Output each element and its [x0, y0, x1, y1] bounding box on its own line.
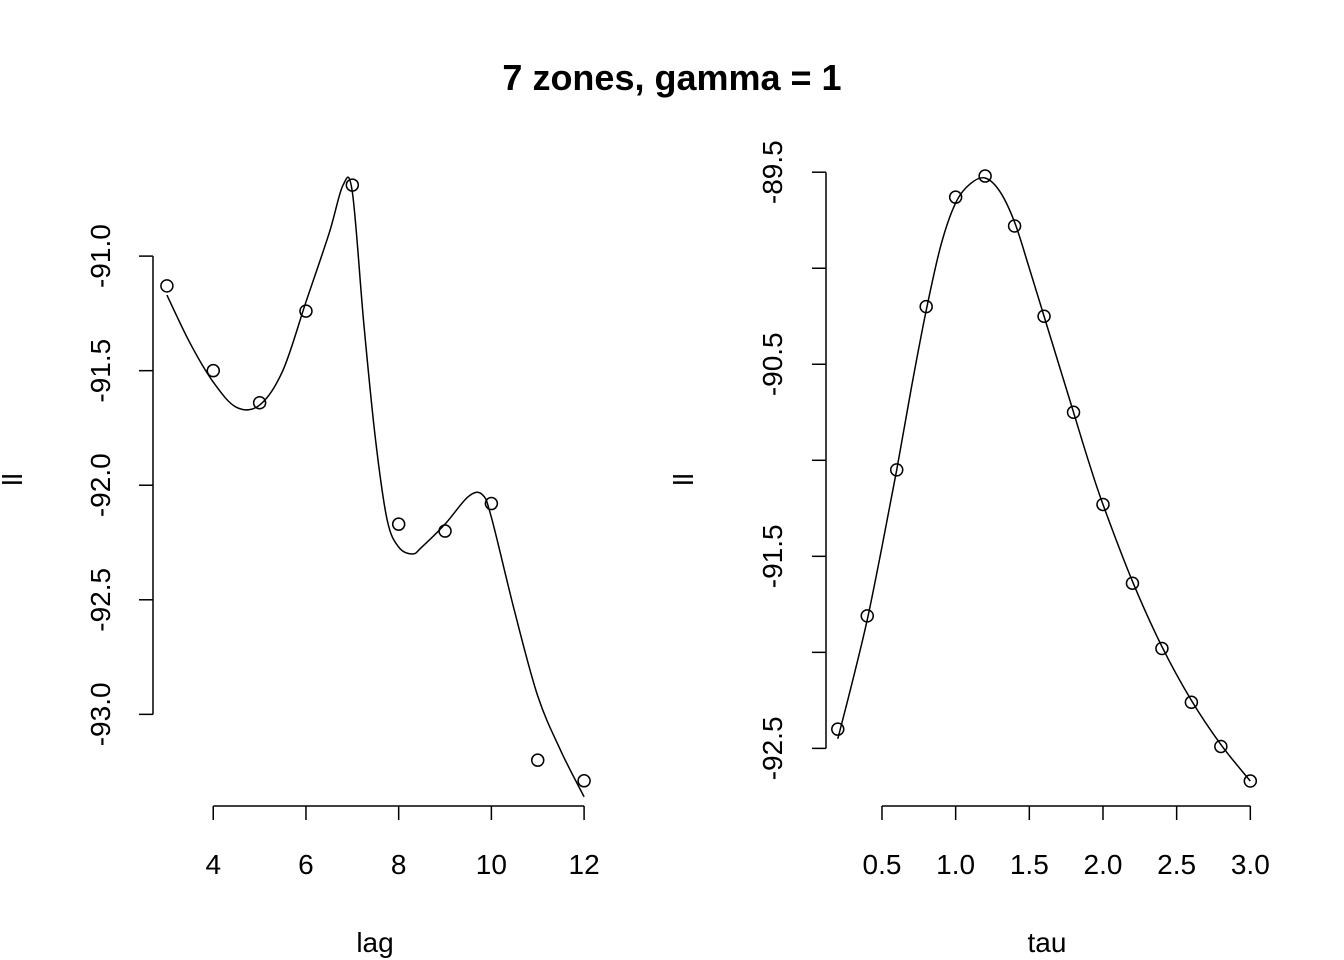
data-point [577, 774, 591, 788]
data-point [252, 395, 267, 410]
data-point [889, 463, 904, 477]
x-tick-label: 0.5 [863, 849, 902, 880]
y-tick-label: -91.5 [757, 524, 788, 588]
panel-lag: 4 6 8 10 12 -93.0 -92.5 -92.0 -91.5 -91.0 lag ll [0, 176, 600, 958]
data-point [206, 363, 221, 378]
data-point [299, 304, 313, 318]
data-point [1125, 576, 1140, 590]
smooth-curve [837, 176, 1251, 782]
y-tick-label: -93.0 [85, 682, 116, 746]
y-tick-label: -90.5 [757, 332, 788, 396]
data-point [391, 517, 406, 531]
x-tick-label: 2.0 [1084, 849, 1123, 880]
x-tick-label: 1.0 [936, 849, 975, 880]
panel-tau: 0.5 1.0 1.5 2.0 2.5 3.0 -92.5 -91.5 -90.5 -89.5 ta… [668, 140, 1270, 958]
y-axis-label: ll [668, 473, 699, 485]
y-axis-label: ll [0, 473, 28, 485]
data-point [919, 299, 933, 314]
data-point [1096, 497, 1110, 512]
x-axis-label: tau [1028, 927, 1067, 958]
y-tick-label: -89.5 [757, 140, 788, 204]
y-tick-label: -92.5 [85, 568, 116, 632]
smooth-curve [166, 176, 585, 798]
data-point [1214, 739, 1228, 754]
x-tick-label: 1.5 [1010, 849, 1049, 880]
data-point [160, 279, 174, 293]
data-point [948, 190, 963, 204]
x-tick-label: 3.0 [1231, 849, 1270, 880]
data-point [1007, 219, 1022, 233]
x-tick-label: 8 [391, 849, 407, 880]
x-tick-label: 2.5 [1157, 849, 1196, 880]
data-point [1243, 774, 1258, 788]
y-tick-label: -91.0 [85, 224, 116, 288]
data-point [345, 178, 360, 192]
y-tick-label: -92.5 [757, 716, 788, 780]
x-tick-label: 6 [298, 849, 314, 880]
data-point [1037, 309, 1051, 323]
data-point [1155, 641, 1169, 656]
data-point [530, 753, 545, 767]
data-point [1184, 695, 1199, 710]
data-point [831, 722, 845, 736]
x-tick-label: 12 [569, 849, 600, 880]
data-point [860, 609, 875, 623]
figure-title: 7 zones, gamma = 1 [502, 57, 841, 98]
y-tick-label: -91.5 [85, 339, 116, 403]
data-point [438, 524, 452, 538]
y-tick-label: -92.0 [85, 453, 116, 517]
data-point [1066, 405, 1081, 420]
x-axis-label: lag [356, 927, 393, 958]
data-point [978, 169, 992, 183]
x-tick-label: 4 [205, 849, 221, 880]
x-tick-label: 10 [476, 849, 507, 880]
data-point [484, 496, 499, 511]
